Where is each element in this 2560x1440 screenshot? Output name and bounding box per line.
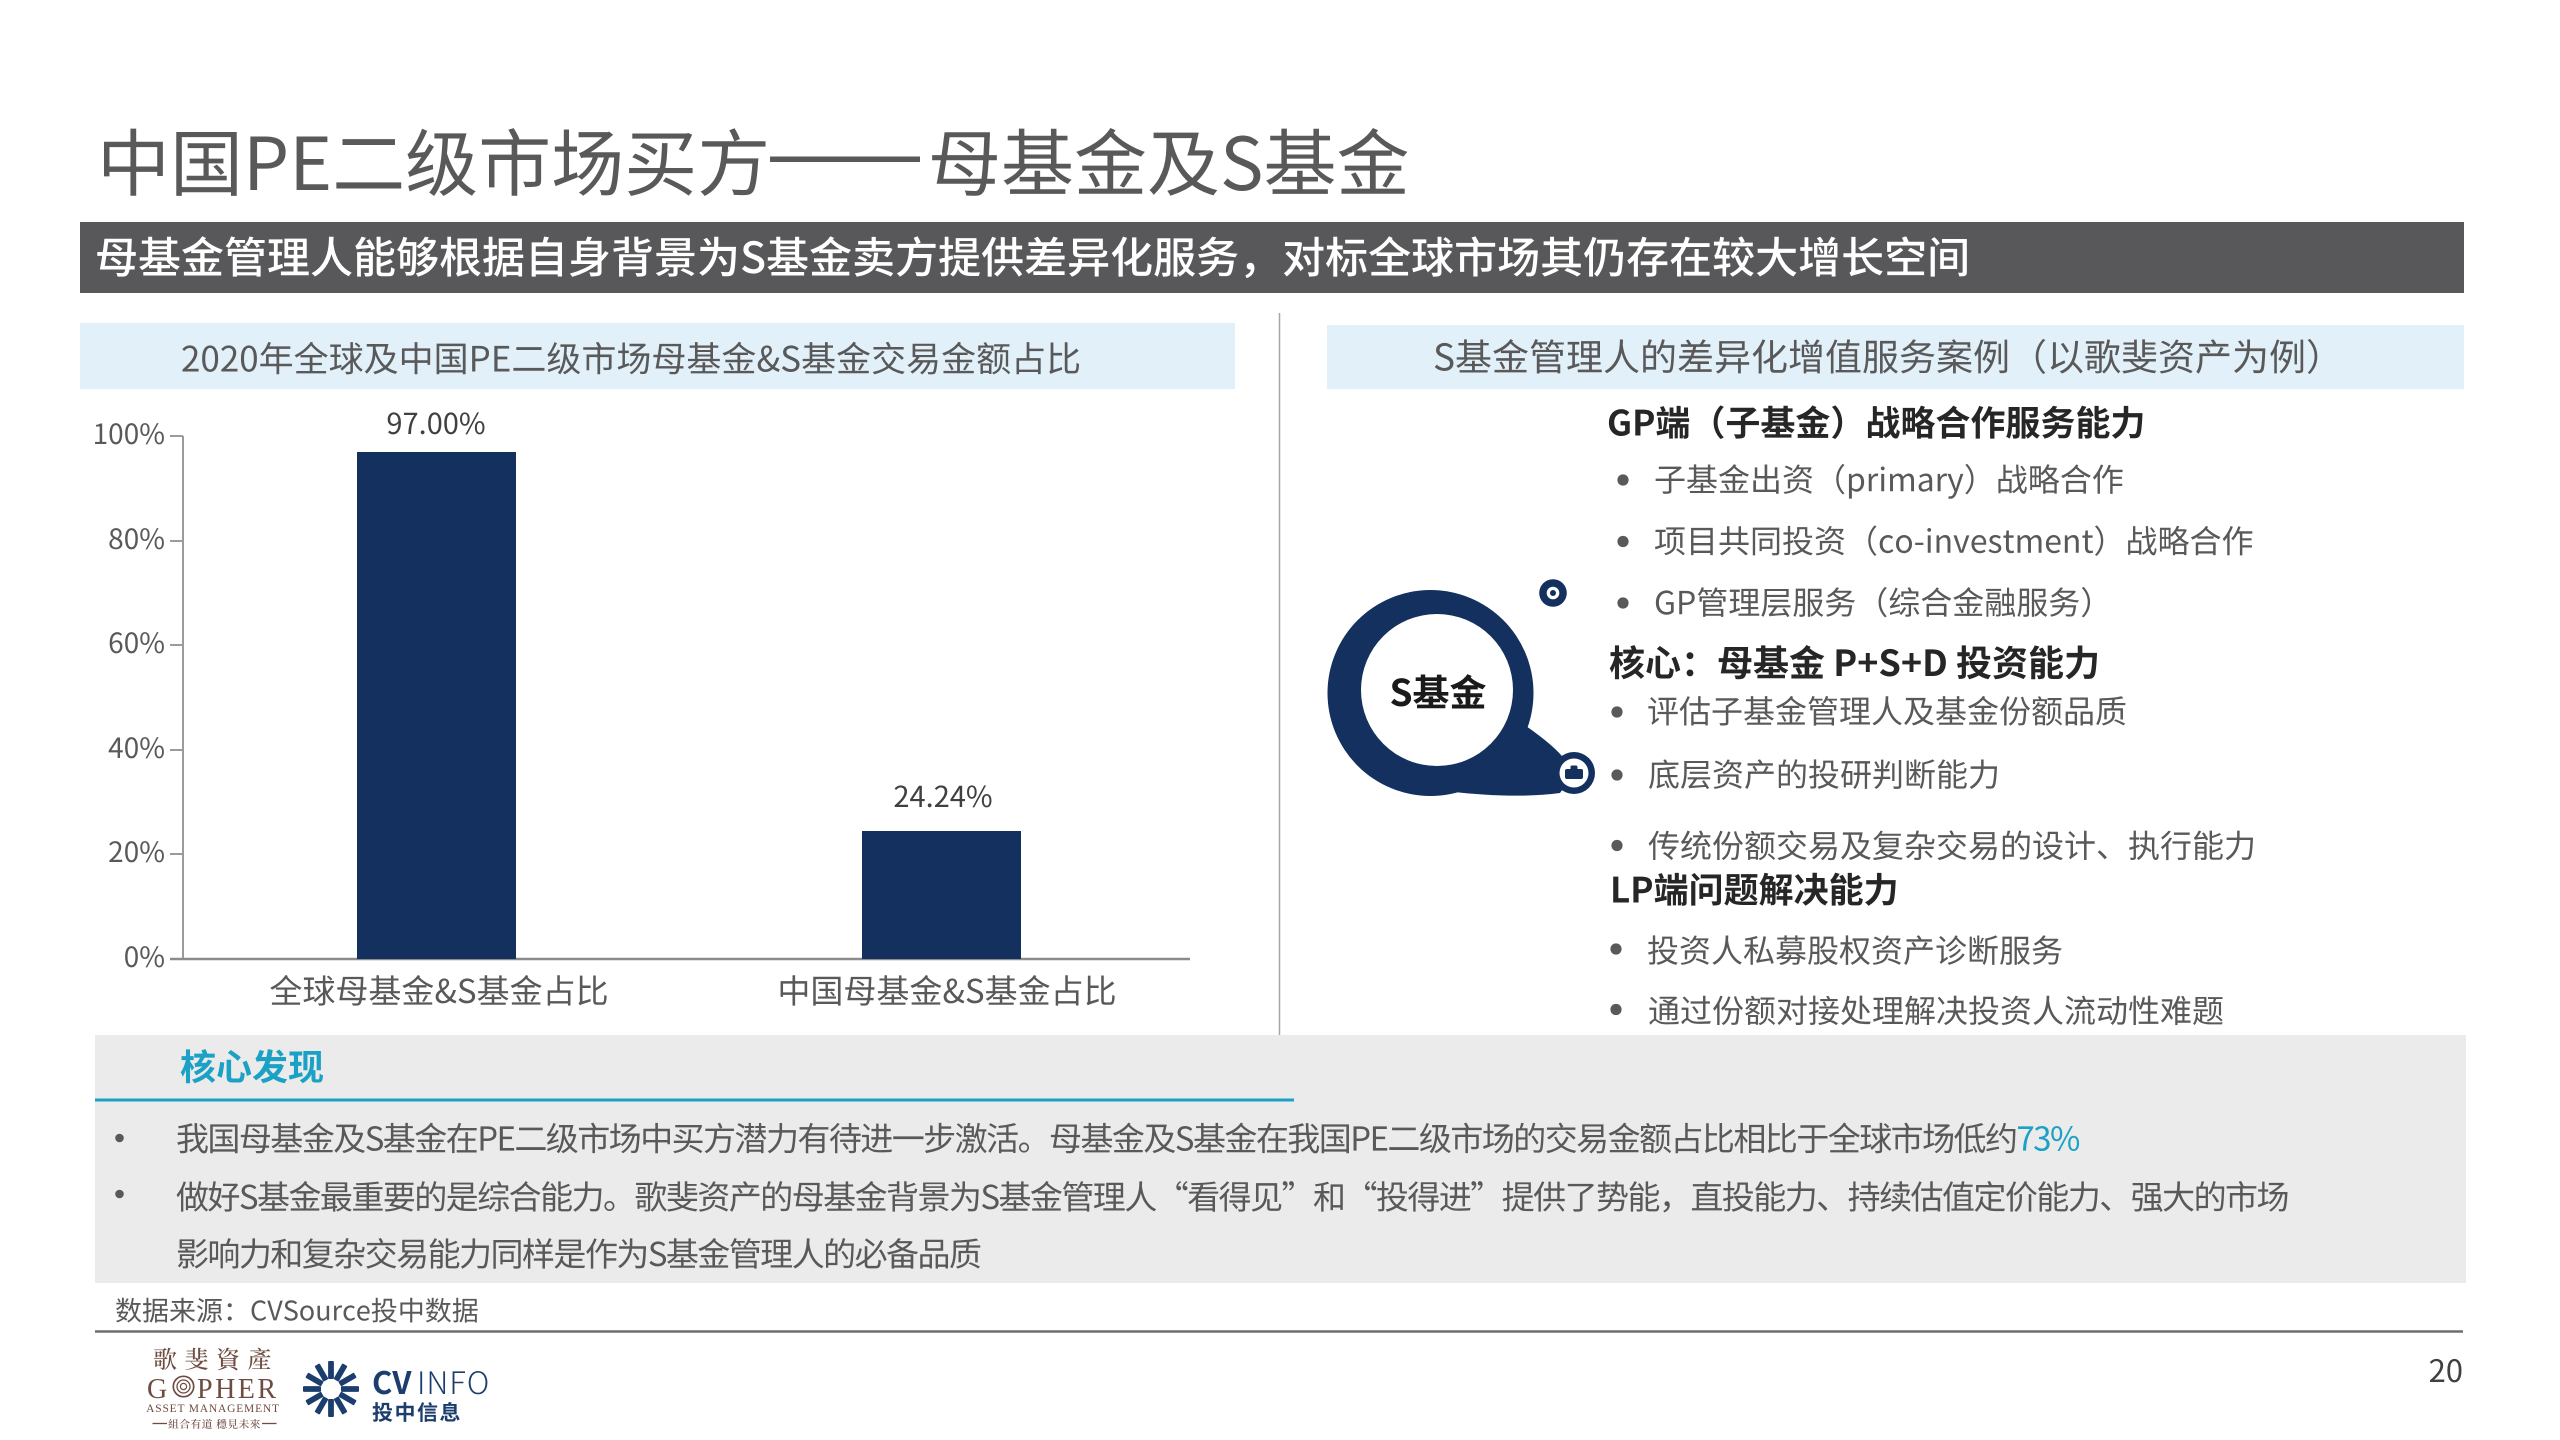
svg-text:G: G (147, 1374, 167, 1405)
svg-text:PHER: PHER (197, 1374, 279, 1405)
svg-text:ASSET MANAGEMENT: ASSET MANAGEMENT (146, 1403, 280, 1415)
